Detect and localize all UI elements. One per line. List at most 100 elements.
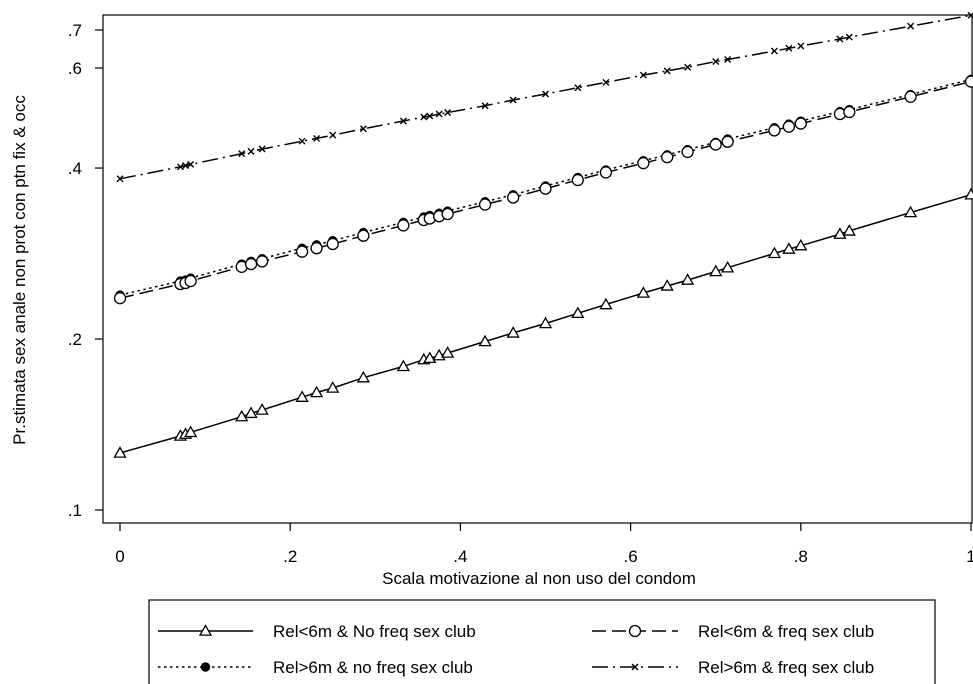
data-point: [663, 67, 671, 75]
data-point: [836, 35, 844, 43]
data-point: [478, 198, 492, 211]
data-point: [423, 351, 437, 364]
data-point: [964, 187, 973, 200]
data-point: [542, 90, 549, 98]
x-tick-label: 0: [115, 547, 124, 566]
data-point: [397, 219, 410, 232]
data-point: [357, 229, 370, 242]
legend-label: Rel>6m & freq sex club: [698, 658, 874, 677]
data-point: [441, 346, 455, 358]
data-point: [435, 110, 443, 118]
series-2: [113, 75, 973, 305]
data-point: [298, 137, 306, 145]
y-axis-title: Pr.stimata sex anale non prot con ptn fi…: [10, 95, 29, 445]
data-point: [309, 385, 324, 398]
data-point: [571, 173, 584, 187]
data-point: [313, 134, 321, 142]
legend-marker: [628, 624, 642, 638]
series-1: [113, 187, 973, 458]
data-point: [481, 102, 489, 110]
y-tick-label: .7: [68, 21, 82, 40]
data-point: [903, 205, 918, 218]
data-point: [238, 150, 246, 158]
data-point: [539, 182, 552, 195]
data-point: [782, 242, 796, 254]
data-point: [444, 109, 452, 117]
legend-label: Rel<6m & No freq sex club: [273, 622, 476, 641]
data-point: [599, 166, 613, 179]
data-point: [176, 163, 184, 171]
legend-label: Rel>6m & no freq sex club: [273, 658, 473, 677]
data-point: [845, 33, 853, 41]
data-point: [684, 63, 692, 71]
legend-layer: Rel<6m & No freq sex club Rel<6m & freq s…: [158, 622, 874, 677]
y-tick-label: .2: [68, 330, 82, 349]
data-point: [538, 316, 553, 329]
legend-marker: [200, 662, 211, 672]
data-point: [637, 157, 650, 170]
legend-box: [148, 599, 936, 684]
data-point: [399, 117, 407, 125]
legend-item: Rel<6m & No freq sex club: [158, 622, 476, 641]
legend-label: Rel<6m & freq sex club: [698, 622, 874, 641]
data-point: [506, 326, 520, 338]
data-point: [295, 390, 309, 402]
data-point: [574, 84, 582, 92]
data-point: [636, 286, 650, 298]
data-point: [247, 147, 255, 155]
data-point: [843, 105, 856, 119]
x-tick-label: .8: [794, 547, 808, 566]
data-point: [426, 112, 434, 120]
data-point: [420, 113, 428, 121]
data-point: [842, 224, 856, 236]
data-point: [571, 306, 585, 319]
data-point: [712, 58, 720, 66]
data-point: [768, 124, 781, 137]
data-point: [797, 42, 805, 50]
data-point: [599, 297, 613, 310]
y-tick-label: .4: [68, 159, 82, 178]
data-point: [113, 292, 127, 305]
legend-marker: [198, 624, 213, 636]
data-point: [661, 151, 674, 164]
data-point: [794, 238, 808, 251]
x-tick-label: 1: [966, 547, 973, 566]
legend-item: Rel>6m & freq sex club: [592, 658, 874, 677]
data-point: [907, 22, 915, 30]
data-point: [720, 260, 735, 273]
data-point: [785, 44, 793, 52]
data-point: [833, 227, 847, 239]
data-point: [770, 47, 778, 55]
data-point: [255, 255, 269, 268]
data-point: [244, 406, 258, 419]
data-point: [113, 446, 127, 458]
data-point: [507, 191, 520, 204]
data-point: [639, 71, 647, 79]
series-layer: [113, 11, 973, 458]
data-point: [709, 264, 723, 277]
x-tick-label: .4: [453, 547, 467, 566]
data-point: [441, 207, 454, 221]
data-point: [602, 78, 610, 86]
y-tick-label: .6: [68, 59, 82, 78]
data-point: [721, 135, 734, 148]
data-point: [329, 131, 337, 139]
data-point: [359, 125, 367, 133]
y-tick-label: .1: [68, 501, 82, 520]
data-point: [794, 117, 807, 130]
data-point: [184, 274, 197, 288]
data-point: [244, 257, 258, 271]
data-point: [310, 242, 323, 255]
data-point: [295, 245, 309, 258]
data-point: [509, 96, 517, 104]
legend-item: Rel>6m & no freq sex club: [158, 658, 473, 677]
data-point: [326, 381, 340, 393]
data-point: [680, 273, 695, 285]
x-tick-label: .6: [624, 547, 638, 566]
plot-frame: [102, 14, 973, 524]
data-point: [782, 120, 796, 133]
data-point: [478, 334, 492, 347]
axis-layer: 0 .2 .4 .6 .8 1 .1 .2 .4 .6 .7: [68, 21, 973, 566]
data-point: [767, 246, 782, 259]
